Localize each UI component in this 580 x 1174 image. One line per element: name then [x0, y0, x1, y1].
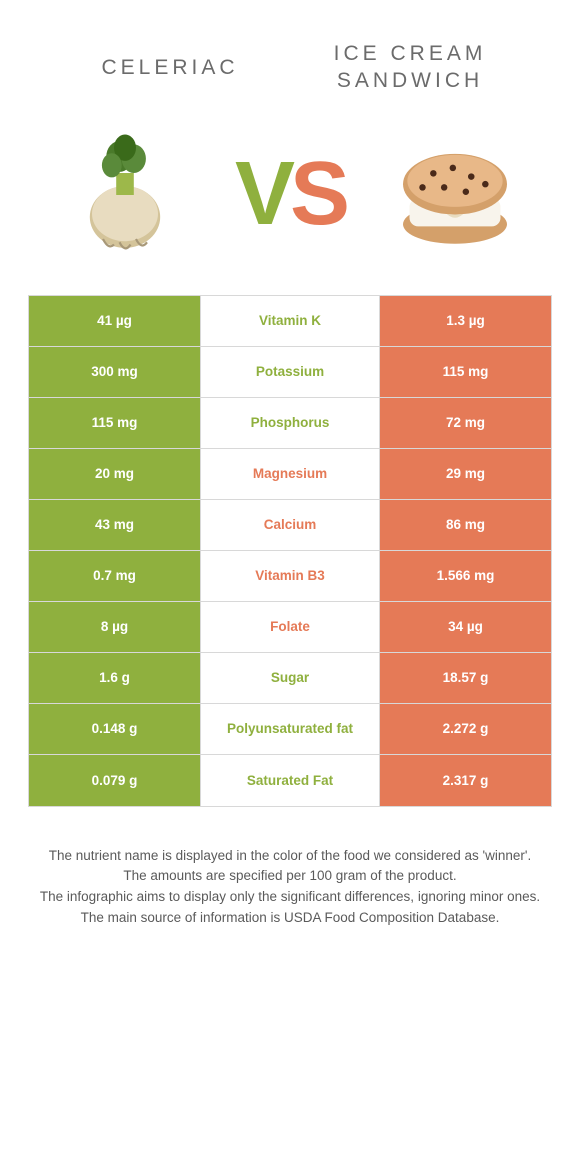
left-value: 8 µg [29, 602, 200, 652]
celeriac-image [60, 125, 190, 265]
nutrient-name: Magnesium [200, 449, 380, 499]
nutrient-name: Phosphorus [200, 398, 380, 448]
right-value: 1.3 µg [380, 296, 551, 346]
right-value: 86 mg [380, 500, 551, 550]
table-row: 0.7 mgVitamin B31.566 mg [29, 551, 551, 602]
left-value: 20 mg [29, 449, 200, 499]
right-value: 1.566 mg [380, 551, 551, 601]
table-row: 300 mgPotassium115 mg [29, 347, 551, 398]
vs-v: V [235, 144, 290, 244]
right-value: 29 mg [380, 449, 551, 499]
footer-line-1: The nutrient name is displayed in the co… [30, 847, 550, 866]
vs-s: S [290, 144, 345, 244]
nutrient-name: Vitamin B3 [200, 551, 380, 601]
right-value: 115 mg [380, 347, 551, 397]
right-value: 2.272 g [380, 704, 551, 754]
right-value: 72 mg [380, 398, 551, 448]
images-row: VS [20, 125, 560, 295]
nutrient-name: Vitamin K [200, 296, 380, 346]
comparison-table: 41 µgVitamin K1.3 µg300 mgPotassium115 m… [28, 295, 552, 807]
left-value: 0.7 mg [29, 551, 200, 601]
right-value: 18.57 g [380, 653, 551, 703]
right-food-title: ICE CREAM SANDWICH [290, 40, 530, 95]
table-row: 0.148 gPolyunsaturated fat2.272 g [29, 704, 551, 755]
table-row: 41 µgVitamin K1.3 µg [29, 296, 551, 347]
nutrient-name: Saturated Fat [200, 755, 380, 806]
footer-notes: The nutrient name is displayed in the co… [20, 807, 560, 929]
left-value: 300 mg [29, 347, 200, 397]
table-row: 43 mgCalcium86 mg [29, 500, 551, 551]
nutrient-name: Calcium [200, 500, 380, 550]
left-value: 115 mg [29, 398, 200, 448]
table-row: 8 µgFolate34 µg [29, 602, 551, 653]
left-value: 43 mg [29, 500, 200, 550]
footer-line-3: The infographic aims to display only the… [30, 888, 550, 907]
table-row: 20 mgMagnesium29 mg [29, 449, 551, 500]
right-value: 2.317 g [380, 755, 551, 806]
table-row: 1.6 gSugar18.57 g [29, 653, 551, 704]
table-row: 115 mgPhosphorus72 mg [29, 398, 551, 449]
nutrient-name: Sugar [200, 653, 380, 703]
nutrient-name: Potassium [200, 347, 380, 397]
footer-line-2: The amounts are specified per 100 gram o… [30, 867, 550, 886]
left-value: 0.148 g [29, 704, 200, 754]
right-value: 34 µg [380, 602, 551, 652]
footer-line-4: The main source of information is USDA F… [30, 909, 550, 928]
table-row: 0.079 gSaturated Fat2.317 g [29, 755, 551, 806]
nutrient-name: Polyunsaturated fat [200, 704, 380, 754]
left-food-title: CELERIAC [50, 54, 290, 81]
nutrient-name: Folate [200, 602, 380, 652]
left-value: 1.6 g [29, 653, 200, 703]
ice-cream-sandwich-image [390, 125, 520, 265]
vs-label: VS [235, 143, 345, 246]
header: CELERIAC ICE CREAM SANDWICH [20, 20, 560, 125]
left-value: 41 µg [29, 296, 200, 346]
left-value: 0.079 g [29, 755, 200, 806]
